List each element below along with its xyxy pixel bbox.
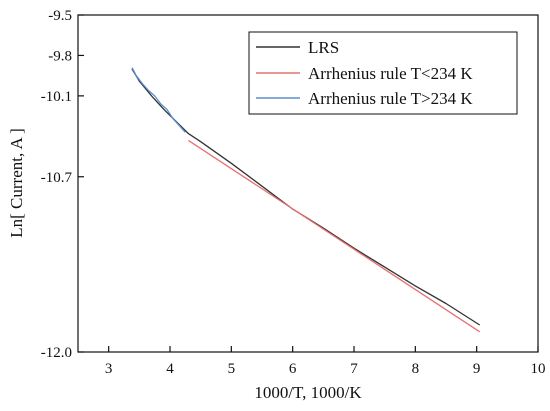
y-axis-title: Ln[ Current, A ] [7, 128, 26, 238]
y-axis-ticks: -12.0 -10.7 -10.1 -9.8 -9.5 [41, 8, 84, 361]
x-tick-label: 3 [105, 361, 113, 377]
y-tick-label: -10.1 [41, 89, 72, 105]
series-line-arrhenius-high [131, 67, 186, 133]
x-axis-title: 1000/T, 1000/K [254, 383, 362, 402]
x-tick-label: 10 [531, 361, 546, 377]
legend-label-arrhenius-low: Arrhenius rule T<234 K [308, 64, 473, 83]
x-tick-label: 7 [350, 361, 358, 377]
x-axis-ticks: 3 4 5 6 7 8 9 10 [105, 346, 546, 377]
y-tick-label: -9.5 [48, 8, 72, 24]
plot-frame [77, 14, 539, 353]
y-tick-label: -12.0 [41, 345, 72, 361]
x-tick-label: 6 [289, 361, 297, 377]
y-tick-label: -9.8 [48, 48, 72, 64]
x-tick-label: 9 [473, 361, 481, 377]
x-tick-label: 4 [166, 361, 174, 377]
x-tick-label: 5 [228, 361, 236, 377]
series-line-arrhenius-low [188, 139, 481, 333]
x-tick-label: 8 [412, 361, 420, 377]
legend: LRS Arrhenius rule T<234 K Arrhenius rul… [248, 31, 518, 115]
legend-label-arrhenius-high: Arrhenius rule T>234 K [308, 89, 473, 108]
legend-label-lrs: LRS [308, 38, 339, 57]
series-line-lrs [131, 68, 481, 326]
series-layer [131, 67, 481, 333]
y-tick-label: -10.7 [41, 170, 73, 186]
